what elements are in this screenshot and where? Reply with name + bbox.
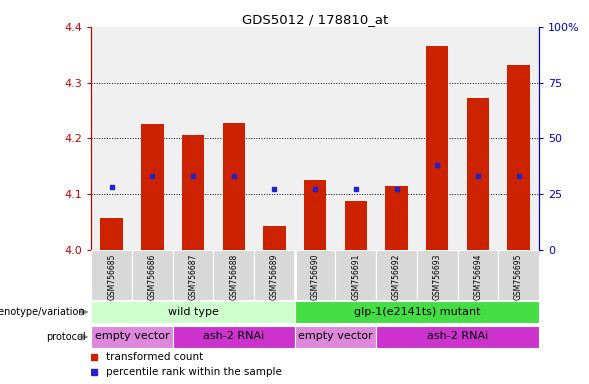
Text: GSM756689: GSM756689 (270, 253, 279, 300)
Bar (173, 326, 294, 348)
Bar (294, 301, 539, 323)
Text: GSM756693: GSM756693 (433, 253, 442, 300)
Bar (498, 250, 539, 300)
Text: GSM756687: GSM756687 (188, 253, 197, 300)
Bar (173, 250, 213, 300)
Bar (507, 65, 530, 250)
Bar (254, 250, 294, 300)
Bar (263, 226, 286, 250)
Text: empty vector: empty vector (298, 331, 373, 341)
Text: wild type: wild type (168, 306, 219, 316)
Bar (182, 136, 204, 250)
Bar (213, 250, 254, 300)
Text: ash-2 RNAi: ash-2 RNAi (203, 331, 264, 341)
Bar (466, 98, 489, 250)
Bar (385, 185, 408, 250)
Text: GSM756694: GSM756694 (474, 253, 482, 300)
Title: GDS5012 / 178810_at: GDS5012 / 178810_at (242, 13, 388, 26)
Text: GSM756688: GSM756688 (229, 253, 238, 300)
Bar (91, 250, 132, 300)
Text: GSM756695: GSM756695 (514, 253, 523, 300)
Bar (345, 200, 367, 250)
Text: ash-2 RNAi: ash-2 RNAi (427, 331, 488, 341)
Text: GSM756692: GSM756692 (392, 253, 401, 300)
Bar (376, 250, 417, 300)
Text: glp-1(e2141ts) mutant: glp-1(e2141ts) mutant (353, 306, 480, 316)
Bar (294, 250, 336, 300)
Text: GSM756690: GSM756690 (310, 253, 320, 300)
Bar (91, 326, 173, 348)
Bar (223, 122, 245, 250)
Bar (294, 326, 376, 348)
Text: genotype/variation: genotype/variation (0, 307, 85, 317)
Bar (91, 301, 294, 323)
Bar (141, 124, 164, 250)
Text: percentile rank within the sample: percentile rank within the sample (106, 367, 282, 377)
Text: transformed count: transformed count (106, 352, 203, 362)
Text: protocol: protocol (46, 332, 85, 342)
Text: empty vector: empty vector (95, 331, 169, 341)
Bar (304, 180, 326, 250)
Text: GSM756691: GSM756691 (351, 253, 360, 300)
Text: GSM756685: GSM756685 (107, 253, 116, 300)
Text: GSM756686: GSM756686 (148, 253, 157, 300)
Bar (101, 218, 123, 250)
Bar (458, 250, 498, 300)
Bar (376, 326, 539, 348)
Bar (336, 250, 376, 300)
Bar (417, 250, 458, 300)
Bar (132, 250, 173, 300)
Bar (426, 46, 448, 250)
